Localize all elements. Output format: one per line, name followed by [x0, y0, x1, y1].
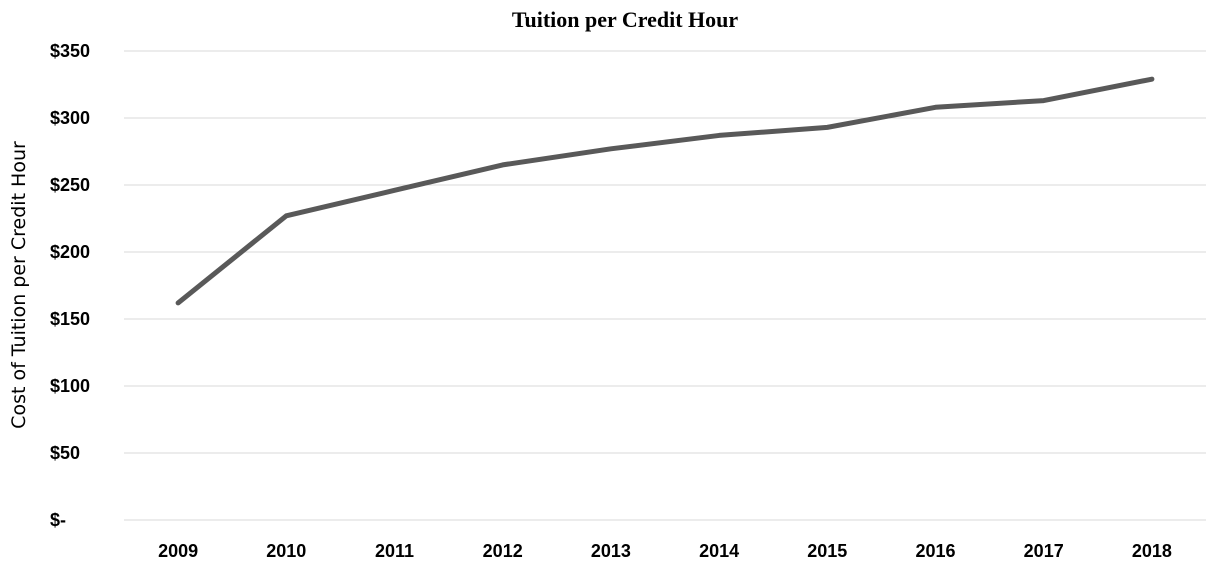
x-tick-label: 2009	[158, 541, 198, 561]
series-lines	[175, 76, 1155, 306]
y-tick-label: $100	[50, 376, 90, 396]
chart-title: Tuition per Credit Hour	[512, 7, 739, 32]
x-tick-label: 2011	[375, 541, 414, 561]
x-tick-label: 2012	[483, 541, 523, 561]
x-tick-label: 2018	[1132, 541, 1172, 561]
x-tick-label: 2013	[591, 541, 631, 561]
y-tick-label: $200	[50, 242, 90, 262]
gridlines	[124, 50, 1206, 521]
x-tick-label: 2014	[699, 541, 739, 561]
series-line	[175, 76, 1155, 306]
x-tick-label: 2010	[266, 541, 306, 561]
x-tick-label: 2016	[915, 541, 955, 561]
x-axis-ticks: 2009 2010 2011 2012 2013 2014 2015 2016 2017 2018	[158, 541, 1172, 561]
y-tick-label: $50	[50, 443, 80, 463]
y-axis-ticks: $- $50 $100 $150 $200 $250 $300 $350	[50, 41, 90, 530]
x-tick-label: 2017	[1024, 541, 1064, 561]
y-tick-label: $250	[50, 175, 90, 195]
x-tick-label: 2015	[807, 541, 847, 561]
y-tick-label: $-	[50, 510, 66, 530]
y-tick-label: $150	[50, 309, 90, 329]
y-tick-label: $350	[50, 41, 90, 61]
y-axis-title: Cost of Tuition per Credit Hour	[8, 141, 30, 429]
y-tick-label: $300	[50, 108, 90, 128]
